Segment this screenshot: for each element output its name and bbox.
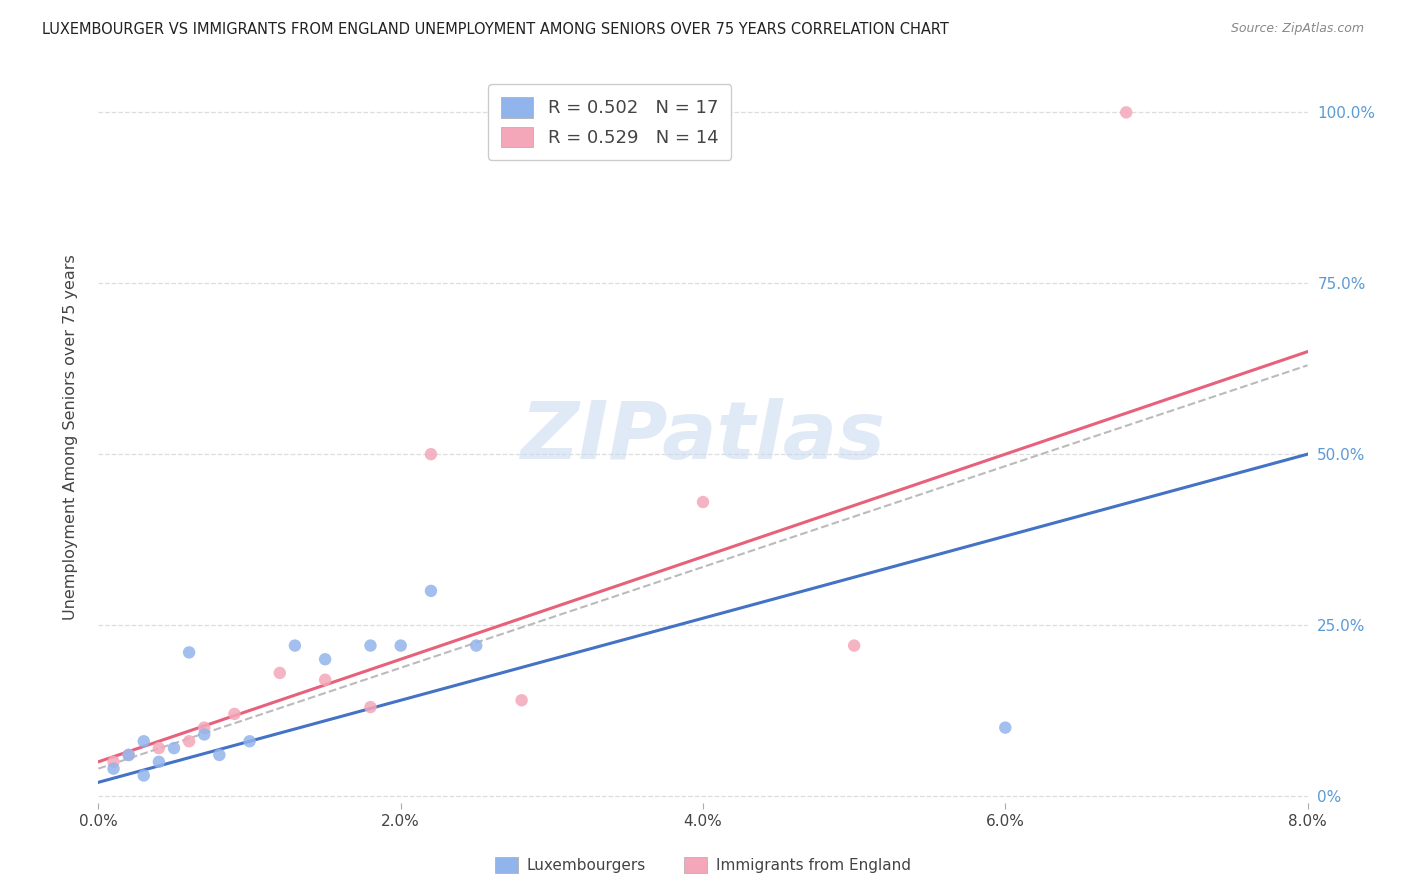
Text: Source: ZipAtlas.com: Source: ZipAtlas.com	[1230, 22, 1364, 36]
Text: ZIPatlas: ZIPatlas	[520, 398, 886, 476]
Point	[389, 639, 412, 653]
Legend: Luxembourgers, Immigrants from England: Luxembourgers, Immigrants from England	[488, 851, 918, 880]
Point	[360, 639, 382, 653]
Point	[844, 639, 866, 653]
Point	[103, 755, 125, 769]
Point	[510, 693, 533, 707]
Point	[224, 706, 246, 721]
Point	[163, 741, 186, 756]
Text: LUXEMBOURGER VS IMMIGRANTS FROM ENGLAND UNEMPLOYMENT AMONG SENIORS OVER 75 YEARS: LUXEMBOURGER VS IMMIGRANTS FROM ENGLAND …	[42, 22, 949, 37]
Point	[208, 747, 231, 762]
Point	[132, 734, 155, 748]
Point	[314, 673, 336, 687]
Point	[193, 727, 215, 741]
Y-axis label: Unemployment Among Seniors over 75 years: Unemployment Among Seniors over 75 years	[63, 254, 77, 620]
Point	[1115, 105, 1137, 120]
Point	[132, 768, 155, 782]
Point	[239, 734, 262, 748]
Point	[420, 447, 443, 461]
Point	[179, 734, 201, 748]
Point	[420, 583, 443, 598]
Point	[465, 639, 488, 653]
Point	[193, 721, 215, 735]
Point	[118, 747, 141, 762]
Point	[148, 741, 170, 756]
Point	[692, 495, 714, 509]
Point	[103, 762, 125, 776]
Point	[118, 747, 141, 762]
Point	[314, 652, 336, 666]
Point	[360, 700, 382, 714]
Point	[179, 645, 201, 659]
Point	[269, 665, 291, 680]
Point	[148, 755, 170, 769]
Point	[284, 639, 307, 653]
Point	[994, 721, 1017, 735]
